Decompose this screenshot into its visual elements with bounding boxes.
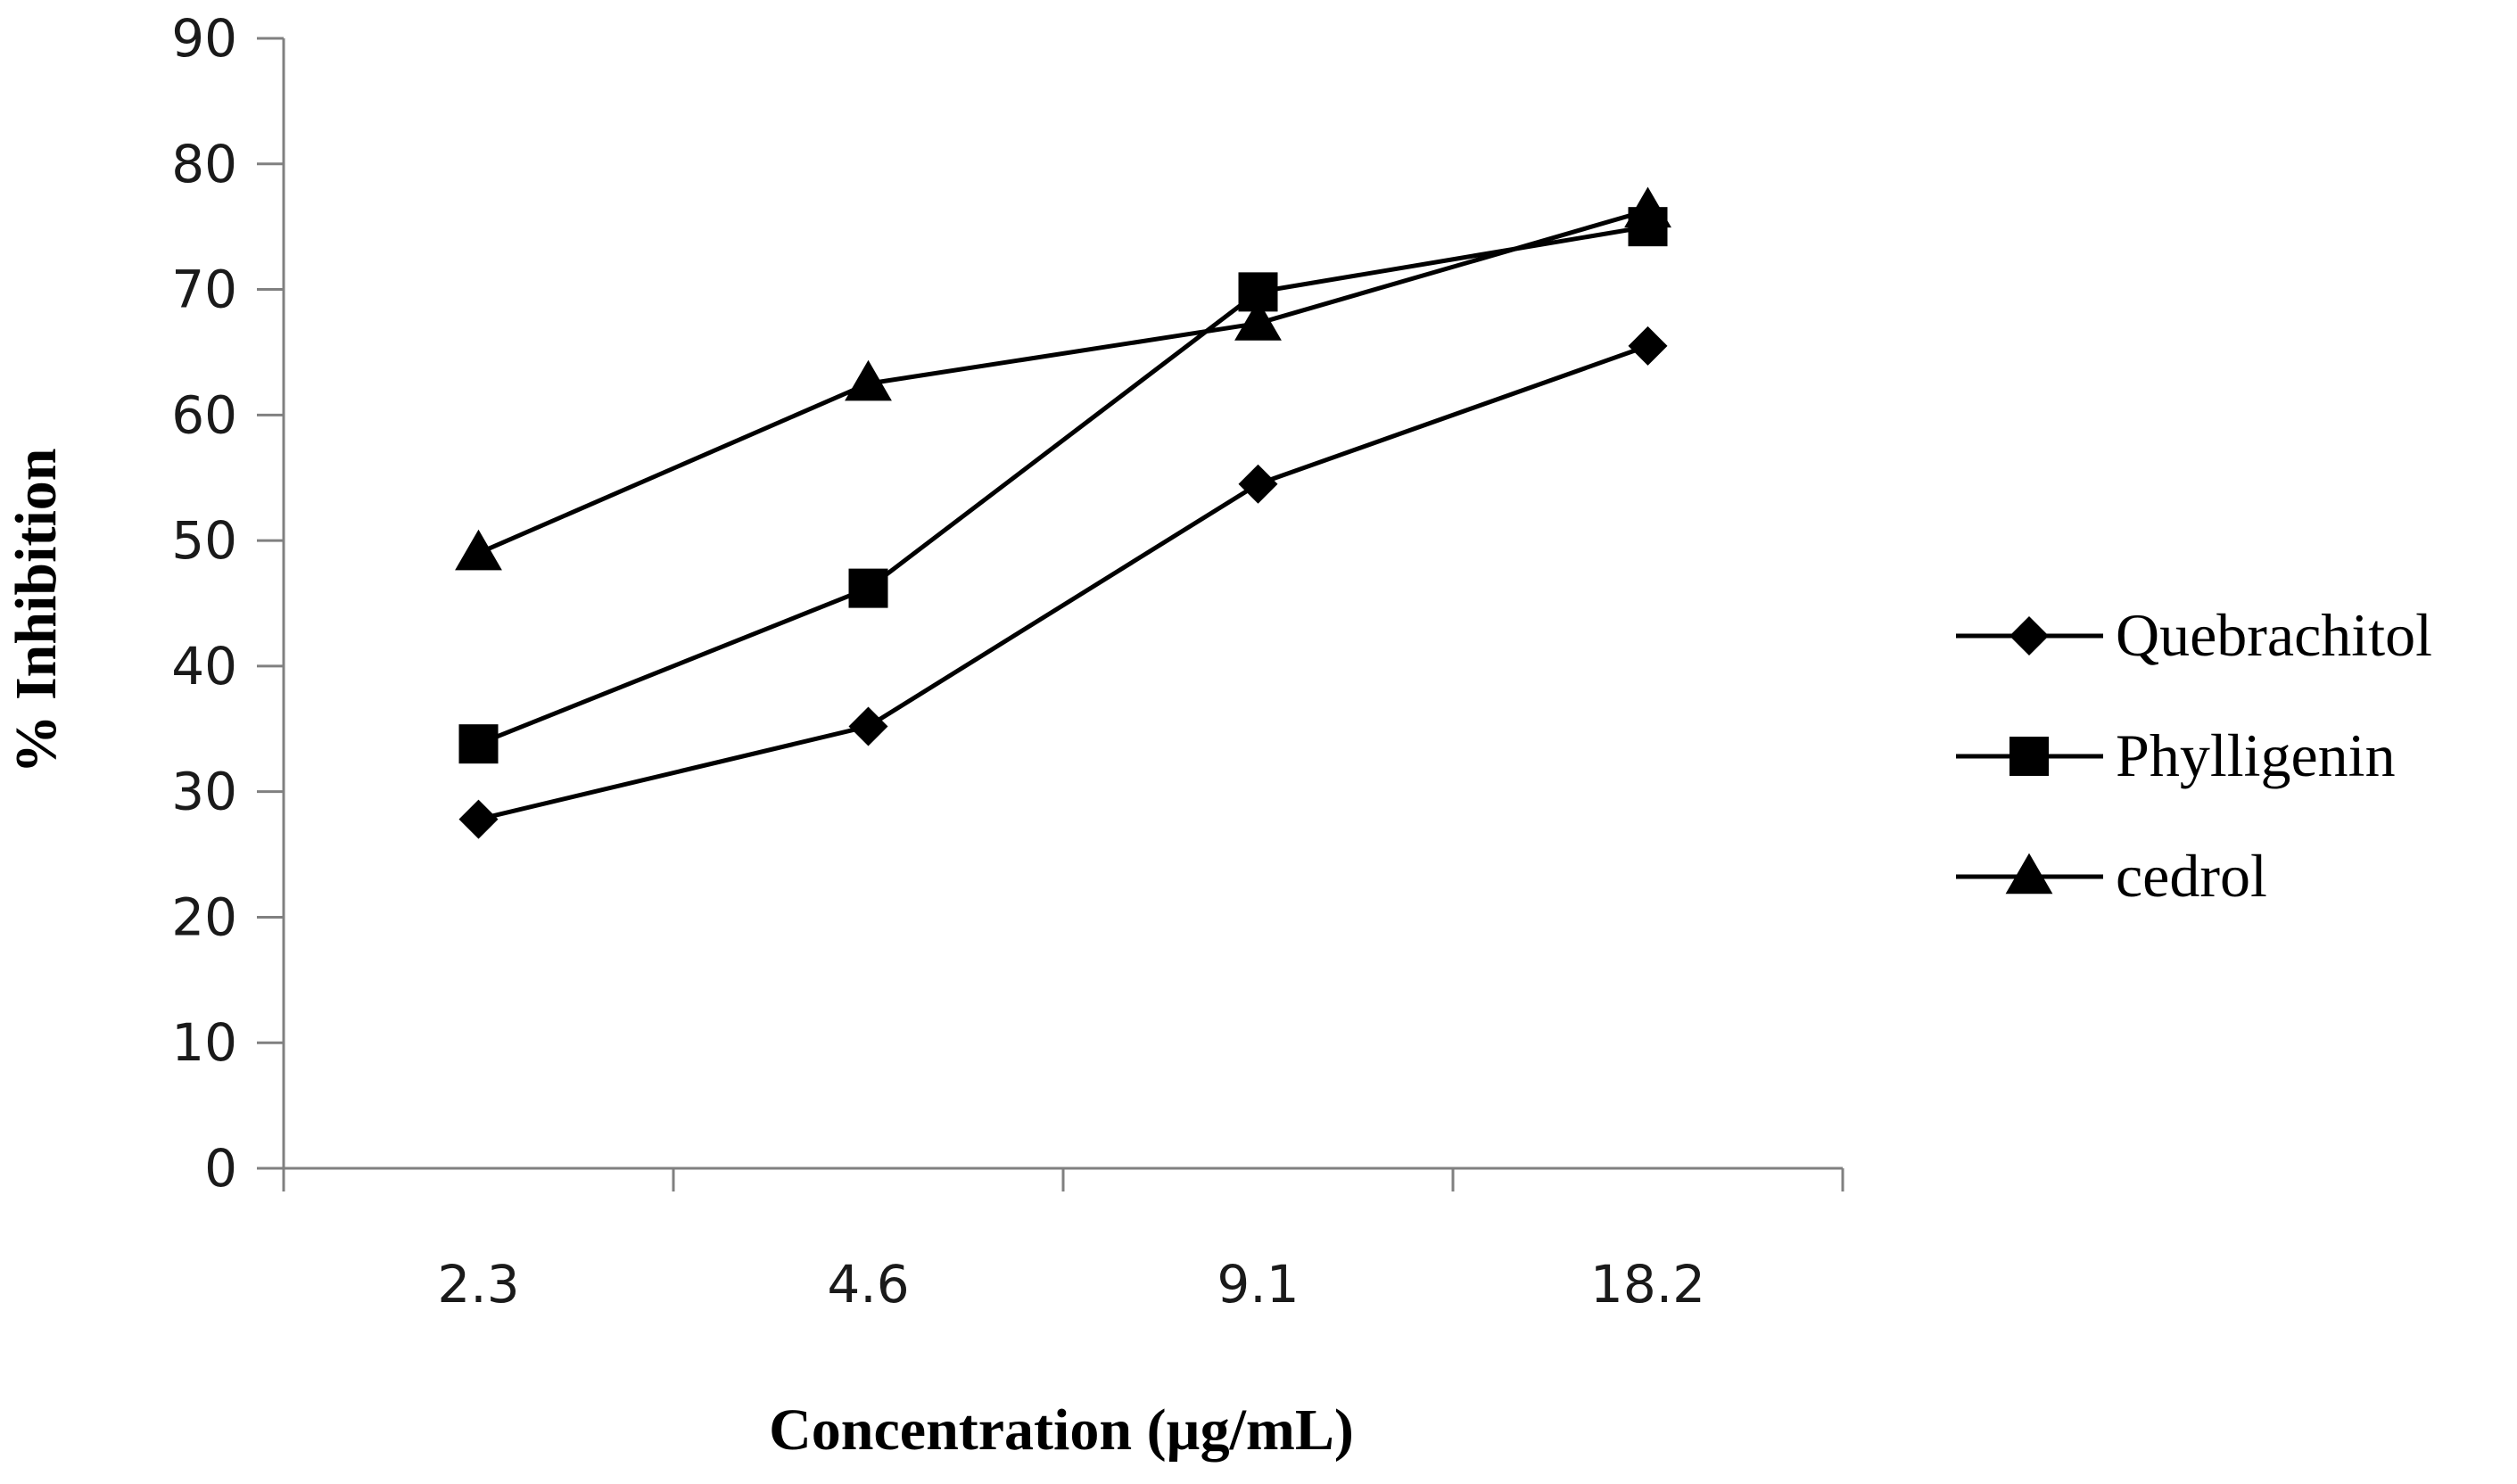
axes: 0 10 20 30 40 50 60 70 80 90 2.3 4.6 9.1 18.2 bbox=[171, 8, 1844, 1315]
data-point-diamond bbox=[848, 706, 888, 746]
series-phylligenin bbox=[458, 207, 1668, 764]
y-axis-title: % Inhibition bbox=[4, 449, 69, 774]
series-cedrol bbox=[455, 186, 1671, 571]
y-tick-label: 10 bbox=[171, 1012, 237, 1073]
data-point-diamond bbox=[458, 799, 499, 839]
x-tick-label: 2.3 bbox=[437, 1254, 519, 1315]
data-point-triangle bbox=[1624, 186, 1671, 228]
legend-marker-triangle bbox=[2005, 853, 2053, 895]
x-axis-title: Concentration (µg/mL) bbox=[769, 1397, 1354, 1463]
data-point-diamond bbox=[1628, 326, 1668, 366]
data-point-triangle bbox=[845, 359, 892, 401]
y-tick-label: 80 bbox=[171, 134, 237, 194]
legend-label: Phylligenin bbox=[2116, 721, 2396, 789]
data-point-triangle bbox=[1234, 300, 1282, 341]
y-tick-label: 0 bbox=[204, 1138, 237, 1199]
legend: Quebrachitol Phylligenin cedrol bbox=[1956, 601, 2432, 910]
legend-marker-diamond bbox=[2009, 616, 2049, 655]
series-line bbox=[477, 224, 1648, 746]
series-line bbox=[477, 208, 1649, 556]
x-tick-label: 4.6 bbox=[827, 1254, 909, 1315]
y-tick-label: 40 bbox=[171, 636, 237, 697]
data-point-diamond bbox=[1238, 464, 1278, 504]
y-tick-label: 30 bbox=[171, 762, 237, 822]
x-tick-label: 9.1 bbox=[1217, 1254, 1299, 1315]
legend-item-phylligenin: Phylligenin bbox=[1956, 721, 2396, 789]
legend-label: cedrol bbox=[2116, 842, 2267, 910]
data-point-triangle bbox=[455, 529, 502, 571]
series-layer bbox=[455, 186, 1671, 839]
series-quebrachitol bbox=[458, 326, 1668, 839]
x-tick-label: 18.2 bbox=[1590, 1254, 1705, 1315]
y-tick-label: 70 bbox=[171, 260, 237, 320]
y-tick-label: 20 bbox=[171, 886, 237, 947]
legend-item-quebrachitol: Quebrachitol bbox=[1956, 601, 2432, 669]
data-point-square bbox=[458, 724, 499, 764]
legend-marker-square bbox=[2009, 737, 2049, 776]
legend-item-cedrol: cedrol bbox=[1956, 842, 2267, 910]
y-tick-label: 90 bbox=[171, 8, 237, 69]
data-point-square bbox=[848, 568, 888, 608]
y-tick-label: 60 bbox=[171, 384, 237, 445]
legend-label: Quebrachitol bbox=[2116, 601, 2432, 669]
series-line bbox=[477, 343, 1649, 822]
y-tick-label: 50 bbox=[171, 510, 237, 571]
